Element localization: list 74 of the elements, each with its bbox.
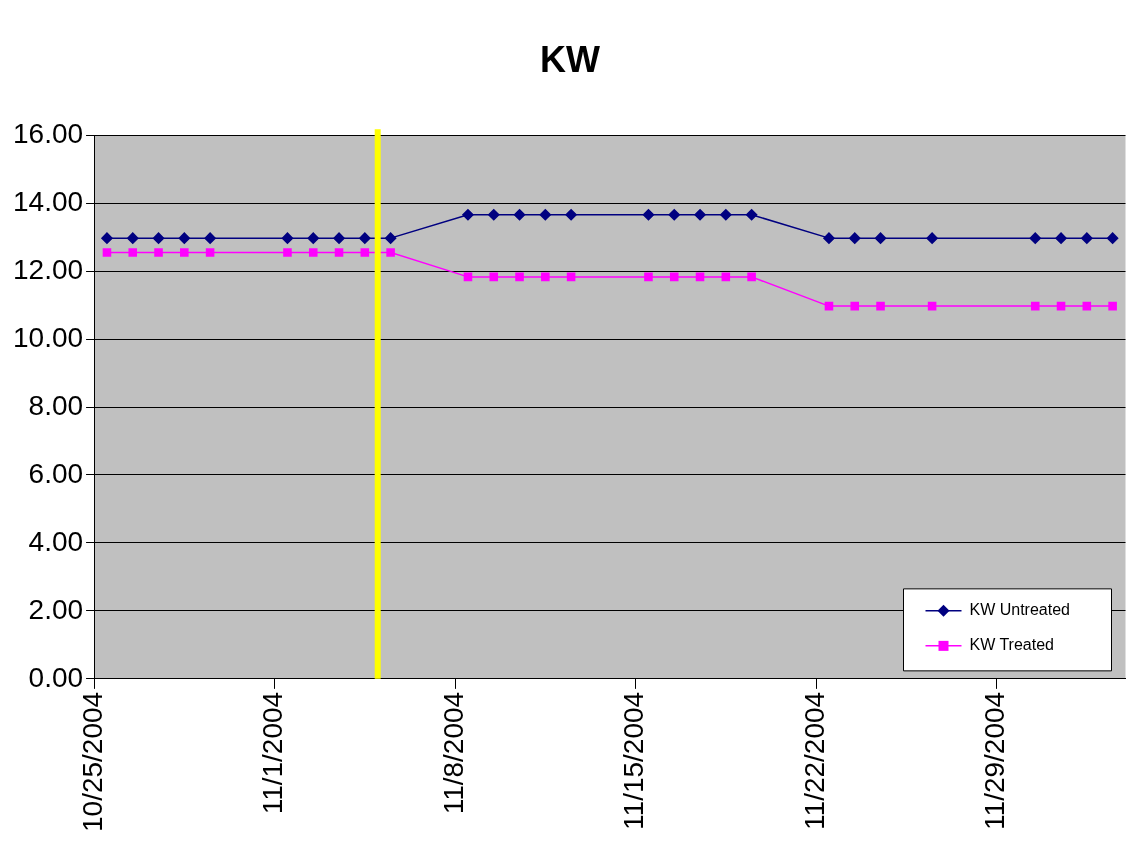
y-tick-label: 4.00 [28,525,84,557]
x-tick-label: 10/25/2004 [76,691,108,832]
point [926,232,938,244]
point [1106,232,1119,244]
point [1029,232,1041,244]
point [1030,301,1040,311]
point [463,272,473,282]
x-tick-label: 11/29/2004 [979,691,1011,830]
point [128,248,138,257]
y-tick-label: 2.00 [28,593,84,625]
point [669,272,679,282]
point [308,248,318,257]
point [307,232,319,244]
point [178,232,191,244]
point [489,272,499,282]
point [642,208,655,221]
point [101,232,113,244]
point [721,272,731,282]
point [154,248,163,257]
point [359,232,371,244]
point [747,272,756,282]
legend-label: KW Treated [969,636,1054,654]
point [824,301,834,311]
y-tick-label: 6.00 [28,457,84,489]
y-tick-label: 12.00 [12,253,84,285]
point [745,208,758,221]
point [694,208,706,221]
x-tick-label: 11/1/2004 [257,691,289,815]
point [333,232,345,244]
x-tick-label: 11/15/2004 [618,691,650,830]
y-tick-label: 14.00 [12,185,84,217]
point [541,272,550,282]
point [849,232,861,244]
point [102,248,112,257]
point [1081,232,1093,244]
point [1082,301,1092,311]
point [823,232,835,244]
point [384,232,397,244]
point [539,208,552,221]
point [850,301,860,311]
point [1056,301,1066,311]
point [488,208,500,221]
point [720,208,732,221]
point [695,272,705,282]
point [1055,232,1067,244]
point [874,232,887,244]
point [513,208,526,221]
point [1108,301,1117,311]
point [876,301,885,311]
point [152,232,165,244]
y-tick-label: 10.00 [12,321,84,353]
point [386,248,395,257]
point [283,248,292,257]
point [515,272,524,282]
point [205,248,215,257]
legend-label: KW Untreated [969,601,1070,619]
point [127,232,139,244]
y-tick-label: 16.00 [12,117,84,149]
x-tick-label: 11/22/2004 [798,691,830,830]
point [668,208,680,221]
point [644,272,653,282]
chart-title: KW [540,38,601,80]
point [462,208,474,221]
point [204,232,216,244]
x-tick-label: 11/8/2004 [437,691,469,815]
point [360,248,370,257]
point [180,248,189,257]
point [334,248,344,257]
point [281,232,294,244]
y-tick-label: 0.00 [28,661,84,693]
point [566,272,576,282]
point [565,208,577,221]
point [927,301,937,311]
y-tick-label: 8.00 [28,389,84,421]
